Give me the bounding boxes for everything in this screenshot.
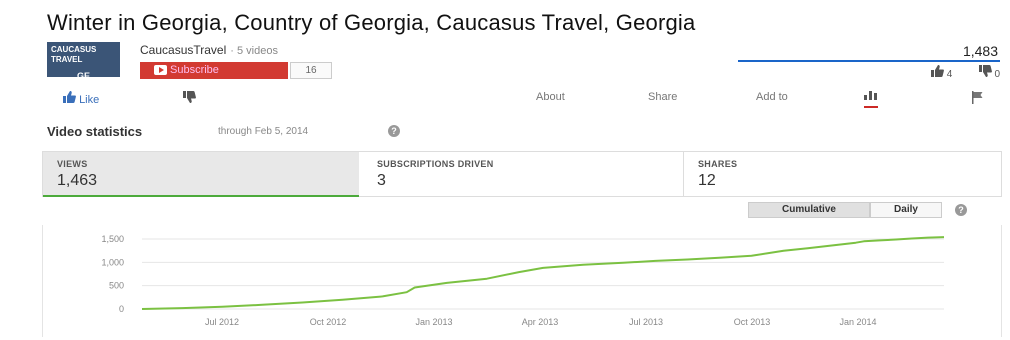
- y-tick-label: 500: [109, 281, 124, 291]
- chart-help-icon[interactable]: ?: [955, 204, 967, 216]
- x-tick-label: Jan 2014: [839, 317, 876, 327]
- dislikes-summary: 0: [978, 65, 1000, 80]
- metric-value: 12: [698, 172, 716, 189]
- video-title: Winter in Georgia, Country of Georgia, C…: [47, 10, 696, 35]
- metric-label: VIEWS: [57, 159, 88, 169]
- metric-value: 3: [377, 172, 386, 189]
- views-line-chart: 0 500 1,000 1,500 Jul 2012 Oct 2012 Jan 2013 Ap…: [101, 234, 945, 327]
- channel-name-row: CaucasusTravel · 5 videos: [140, 43, 278, 57]
- x-tick-label: Jan 2013: [415, 317, 452, 327]
- like-button[interactable]: Like: [62, 91, 99, 106]
- x-tick-label: Jul 2012: [205, 317, 239, 327]
- tab-share[interactable]: Share: [648, 91, 678, 103]
- channel-video-count: · 5 videos: [230, 45, 278, 57]
- metric-value: 1,463: [57, 172, 98, 189]
- daily-toggle[interactable]: Daily: [870, 202, 942, 218]
- metric-subscriptions[interactable]: SUBSCRIPTIONS DRIVEN 3: [363, 152, 683, 196]
- y-tick-label: 1,000: [101, 257, 124, 267]
- help-icon[interactable]: ?: [388, 125, 400, 137]
- x-tick-label: Jul 2013: [629, 317, 663, 327]
- report-button[interactable]: [972, 91, 984, 107]
- channel-avatar-text: CAUCASUS TRAVEL: [51, 45, 97, 64]
- x-tick-label: Oct 2013: [734, 317, 771, 327]
- y-tick-label: 0: [119, 304, 124, 314]
- view-count: 1,483: [962, 43, 998, 59]
- cumulative-toggle[interactable]: Cumulative: [748, 202, 870, 218]
- thumbs-down-icon: [183, 91, 196, 103]
- dislike-button[interactable]: [182, 91, 196, 106]
- y-tick-label: 1,500: [101, 234, 124, 244]
- tab-add-to[interactable]: Add to: [756, 91, 788, 103]
- like-label: Like: [79, 94, 100, 106]
- thumbs-up-icon: [63, 91, 76, 103]
- action-bar: Like About Share Add to: [62, 88, 1002, 108]
- likes-count: 4: [946, 69, 953, 80]
- youtube-play-icon: [154, 65, 167, 75]
- channel-avatar[interactable]: CAUCASUS TRAVEL GE: [47, 42, 120, 77]
- sentiment-bar: [738, 60, 1000, 62]
- flag-icon: [972, 91, 983, 104]
- thumbs-down-icon: [978, 65, 992, 77]
- subscribe-label: Subscribe: [170, 64, 219, 76]
- x-tick-label: Apr 2013: [522, 317, 559, 327]
- subscriber-count: 16: [290, 62, 332, 79]
- stats-date-range: through Feb 5, 2014: [218, 126, 309, 137]
- subscribe-button[interactable]: Subscribe: [140, 62, 288, 79]
- x-tick-label: Oct 2012: [310, 317, 347, 327]
- ratings-summary: 4 0: [930, 65, 1000, 80]
- channel-name-link[interactable]: CaucasusTravel: [140, 43, 227, 57]
- metric-label: SUBSCRIPTIONS DRIVEN: [377, 159, 494, 169]
- metric-shares[interactable]: SHARES 12: [683, 152, 1001, 196]
- tab-statistics[interactable]: [864, 89, 878, 108]
- metric-views[interactable]: VIEWS 1,463: [43, 152, 359, 197]
- channel-avatar-subtext: GE: [76, 71, 90, 77]
- stats-heading: Video statistics: [47, 124, 143, 139]
- thumbs-up-icon: [931, 65, 944, 77]
- metric-label: SHARES: [698, 159, 738, 169]
- views-series-line: [141, 236, 945, 310]
- bar-chart-icon: [864, 91, 877, 100]
- likes-summary: 4: [930, 65, 952, 80]
- tab-about[interactable]: About: [536, 91, 565, 103]
- dislikes-count: 0: [994, 69, 1000, 80]
- metric-summary: VIEWS 1,463 SUBSCRIPTIONS DRIVEN 3 SHARE…: [42, 151, 1002, 197]
